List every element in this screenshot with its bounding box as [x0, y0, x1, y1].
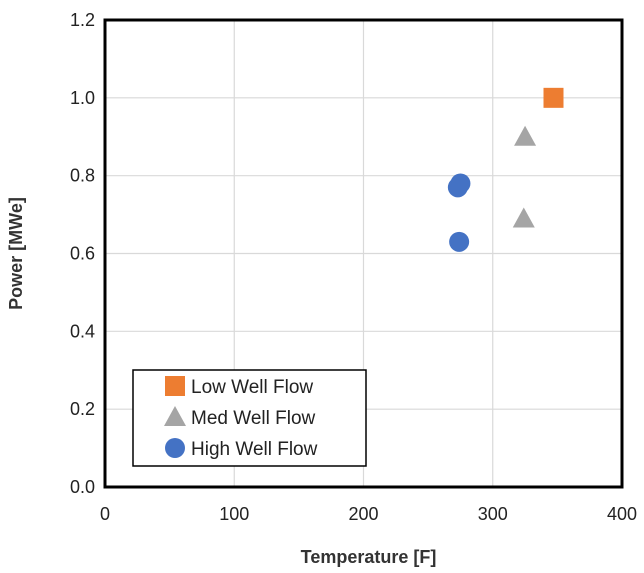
x-tick-label: 200: [348, 504, 378, 524]
y-tick-label: 1.2: [70, 10, 95, 30]
legend-marker-triangle: [164, 406, 186, 426]
data-point-circle: [449, 231, 470, 252]
x-tick-label: 0: [100, 504, 110, 524]
legend-entry: High Well Flow: [165, 438, 318, 460]
y-tick-label: 0.2: [70, 399, 95, 419]
plot-area-frame: [103, 18, 624, 489]
y-tick-label: 0.8: [70, 166, 95, 186]
legend-label: High Well Flow: [191, 439, 318, 460]
legend-entry: Med Well Flow: [164, 406, 316, 429]
legend-label: Low Well Flow: [191, 377, 313, 398]
x-tick-labels: 0 100 200 300 400: [100, 504, 637, 524]
y-tick-label: 0.6: [70, 244, 95, 264]
y-tick-labels: 0.0 0.2 0.4 0.6 0.8 1.0 1.2: [70, 10, 95, 497]
data-points: [447, 87, 564, 252]
x-tick-label: 400: [607, 504, 637, 524]
legend: Low Well Flow Med Well Flow High Well Flow: [132, 369, 367, 467]
x-tick-label: 300: [478, 504, 508, 524]
legend-marker-square: [165, 376, 185, 396]
x-tick-label: 100: [219, 504, 249, 524]
data-point-triangle: [512, 207, 535, 228]
legend-label: Med Well Flow: [191, 408, 316, 429]
legend-entry: Low Well Flow: [165, 376, 313, 398]
data-point-square: [543, 87, 564, 108]
x-axis-title: Temperature [F]: [301, 547, 437, 567]
y-axis-title: Power [MWe]: [6, 197, 26, 310]
legend-marker-circle: [165, 438, 185, 458]
y-tick-label: 1.0: [70, 88, 95, 108]
data-point-circle: [447, 177, 468, 198]
y-tick-label: 0.4: [70, 321, 95, 341]
y-tick-label: 0.0: [70, 477, 95, 497]
data-point-triangle: [514, 125, 537, 146]
